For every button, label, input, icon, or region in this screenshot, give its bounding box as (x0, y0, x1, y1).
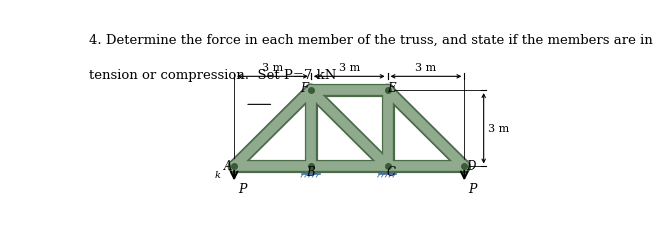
Text: A: A (224, 160, 232, 172)
Text: 4. Determine the force in each member of the truss, and state if the members are: 4. Determine the force in each member of… (89, 33, 653, 46)
Polygon shape (305, 167, 316, 174)
Text: B: B (305, 166, 314, 179)
Text: D: D (466, 160, 475, 172)
Text: E: E (387, 81, 396, 94)
Text: 3 m: 3 m (487, 124, 509, 134)
Text: P: P (468, 182, 477, 195)
Text: P: P (238, 182, 246, 195)
Text: 3 m: 3 m (262, 62, 283, 72)
Polygon shape (382, 167, 393, 174)
Text: F: F (300, 81, 308, 94)
Text: 3 m: 3 m (415, 62, 436, 72)
Text: tension or compression.  Set P=7 kN: tension or compression. Set P=7 kN (89, 69, 337, 82)
Text: C: C (386, 166, 395, 179)
Text: k: k (214, 171, 220, 179)
Text: 3 m: 3 m (339, 62, 360, 72)
